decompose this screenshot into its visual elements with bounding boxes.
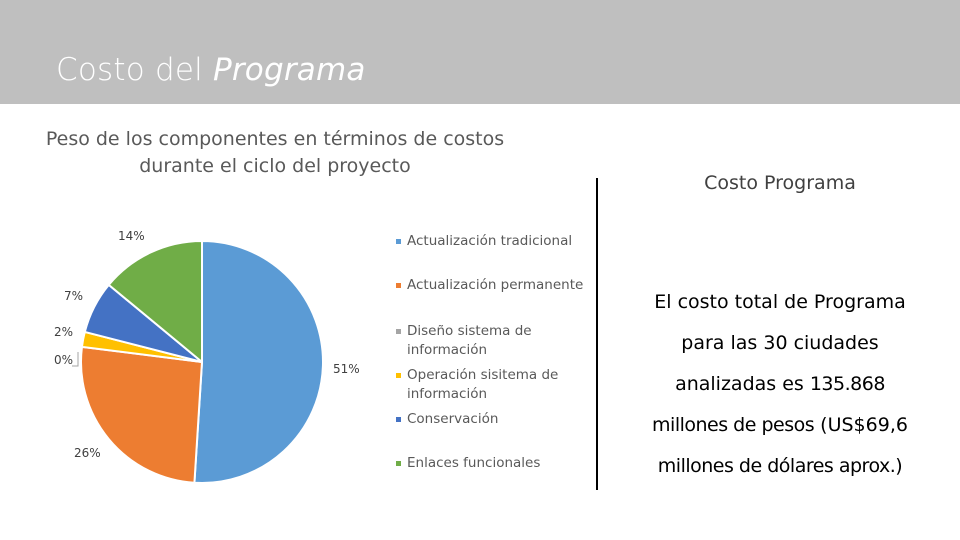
vertical-divider: [596, 178, 598, 490]
summary-line-4-suffix: (US$69,6: [814, 414, 908, 436]
summary-line-3: analizadas es 135.868: [640, 364, 920, 405]
legend-label: Operación sisitema de información: [407, 367, 559, 402]
summary-line-1: El costo total de Programa: [654, 291, 906, 313]
legend-label: Diseño sistema de información: [407, 323, 532, 358]
total-cost-value: 135.868: [809, 373, 886, 395]
leader-line: [72, 352, 79, 367]
data-label-2: 0%: [54, 353, 74, 367]
pie-slice-5: [107, 239, 203, 365]
summary-line-5: millones de dólares aprox.): [657, 455, 903, 477]
slide-title: Costo del Programa: [56, 52, 366, 88]
slide-title-italic: Programa: [212, 52, 366, 88]
legend-label: Enlaces funcionales: [407, 455, 541, 471]
legend-label: Conservación: [407, 411, 499, 427]
pie-slice-0: [193, 239, 325, 484]
data-label-0: 51%: [333, 362, 360, 376]
legend-swatch: [396, 417, 401, 422]
data-label-3: 2%: [54, 325, 74, 339]
summary-line-4-value: millones de pesos: [652, 414, 815, 436]
chart-title: Peso de los componentes en términos de c…: [45, 128, 505, 177]
title-bar: [0, 0, 960, 104]
data-label-5: 14%: [118, 229, 145, 243]
legend-swatch: [396, 283, 401, 288]
summary-line-3-prefix: analizadas es: [675, 373, 810, 395]
pie-slice-1: [80, 345, 204, 484]
side-summary: El costo total de Programa para las 30 c…: [640, 282, 920, 487]
slide-title-plain: Costo del: [56, 52, 213, 88]
data-label-1: 26%: [74, 446, 101, 460]
data-label-4: 7%: [64, 289, 84, 303]
summary-line-4: millones de pesos (US$69,6: [640, 405, 920, 446]
legend-label: Actualización tradicional: [407, 233, 573, 249]
legend-swatch: [396, 373, 401, 378]
legend-swatch: [396, 461, 401, 466]
legend-swatch: [396, 329, 401, 334]
side-heading: Costo Programa: [704, 172, 856, 194]
summary-line-2: para las 30 ciudades: [681, 332, 879, 354]
legend-label: Actualización permanente: [407, 277, 584, 293]
legend-swatch: [396, 239, 401, 244]
